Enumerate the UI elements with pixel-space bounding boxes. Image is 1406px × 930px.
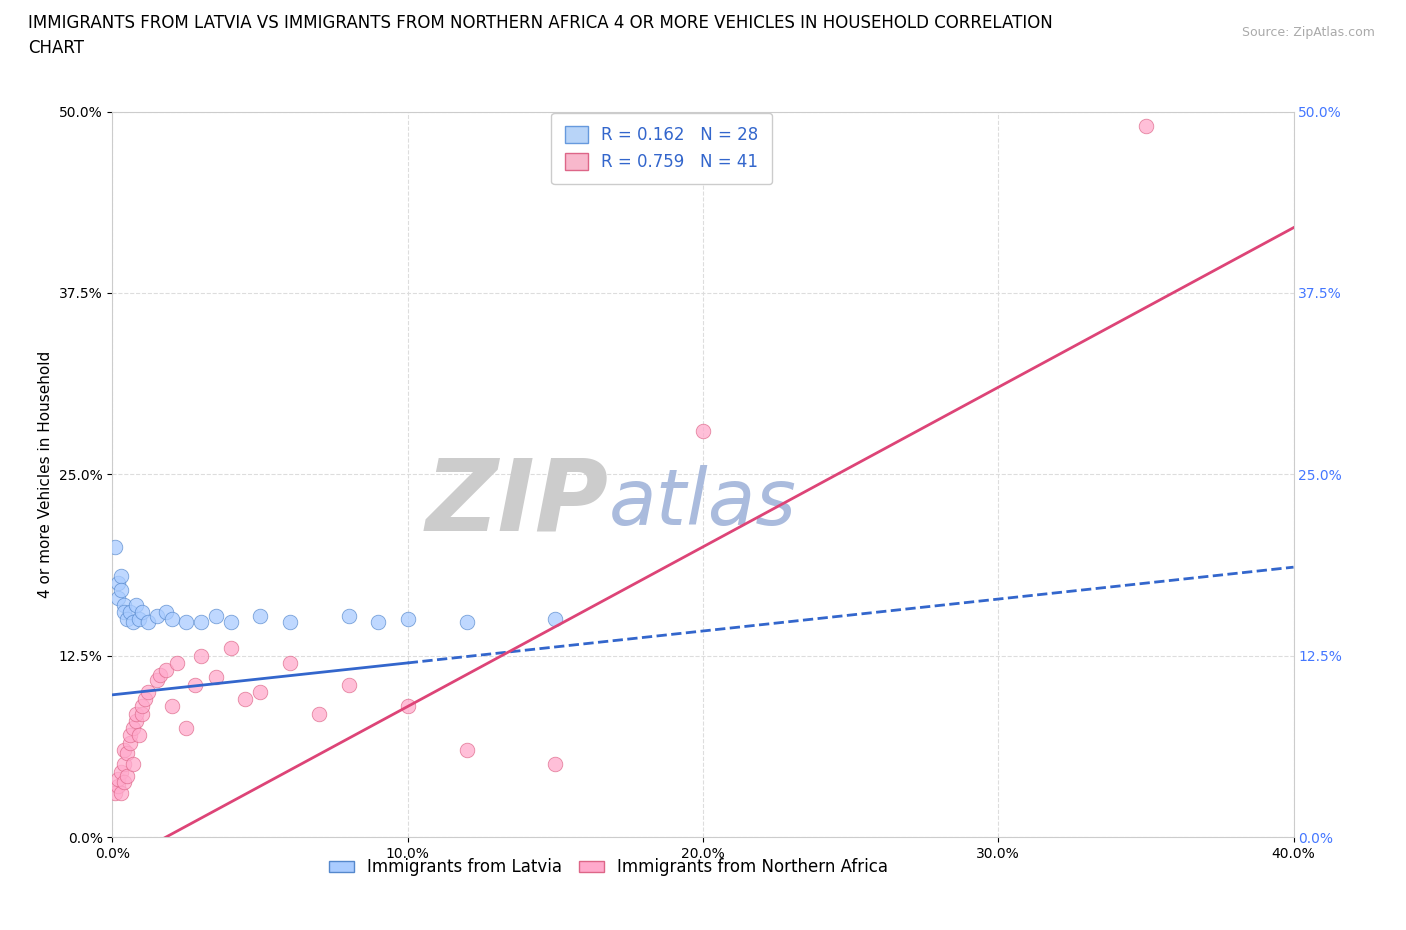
Point — [233, 692, 256, 707]
Point — [456, 615, 478, 630]
Point — [125, 706, 148, 721]
Point — [544, 612, 567, 627]
Point — [107, 576, 129, 591]
Point — [112, 597, 135, 612]
Point — [117, 746, 138, 761]
Point — [112, 757, 135, 772]
Point — [692, 423, 714, 438]
Point — [146, 609, 169, 624]
Point — [155, 663, 177, 678]
Point — [112, 604, 135, 619]
Point — [107, 591, 129, 605]
Text: ZIP: ZIP — [426, 455, 609, 551]
Point — [396, 612, 419, 627]
Point — [1135, 119, 1157, 134]
Point — [120, 604, 142, 619]
Point — [155, 604, 177, 619]
Point — [184, 677, 207, 692]
Point — [107, 778, 129, 793]
Point — [122, 721, 145, 736]
Point — [125, 597, 148, 612]
Point — [219, 641, 242, 656]
Point — [166, 656, 188, 671]
Point — [136, 615, 159, 630]
Point — [110, 764, 132, 779]
Point — [456, 742, 478, 757]
Text: Source: ZipAtlas.com: Source: ZipAtlas.com — [1241, 26, 1375, 39]
Point — [205, 670, 228, 684]
Text: atlas: atlas — [609, 465, 796, 541]
Point — [396, 699, 419, 714]
Point — [128, 728, 150, 743]
Point — [136, 684, 159, 699]
Point — [190, 615, 212, 630]
Point — [110, 568, 132, 583]
Point — [110, 583, 132, 598]
Point — [205, 609, 228, 624]
Point — [122, 615, 145, 630]
Point — [337, 609, 360, 624]
Legend: Immigrants from Latvia, Immigrants from Northern Africa: Immigrants from Latvia, Immigrants from … — [322, 852, 894, 883]
Point — [120, 728, 142, 743]
Point — [174, 721, 197, 736]
Point — [160, 612, 183, 627]
Point — [278, 615, 301, 630]
Point — [278, 656, 301, 671]
Point — [146, 673, 169, 688]
Point — [219, 615, 242, 630]
Point — [128, 612, 150, 627]
Point — [337, 677, 360, 692]
Point — [149, 667, 172, 682]
Point — [110, 786, 132, 801]
Point — [131, 706, 153, 721]
Text: IMMIGRANTS FROM LATVIA VS IMMIGRANTS FROM NORTHERN AFRICA 4 OR MORE VEHICLES IN : IMMIGRANTS FROM LATVIA VS IMMIGRANTS FRO… — [28, 14, 1053, 32]
Point — [112, 742, 135, 757]
Point — [174, 615, 197, 630]
Point — [134, 692, 156, 707]
Point — [544, 757, 567, 772]
Point — [308, 706, 330, 721]
Point — [122, 757, 145, 772]
Point — [190, 648, 212, 663]
Point — [117, 612, 138, 627]
Point — [125, 713, 148, 728]
Point — [160, 699, 183, 714]
Point — [107, 772, 129, 787]
Point — [249, 684, 271, 699]
Point — [117, 768, 138, 783]
Point — [112, 775, 135, 790]
Point — [131, 699, 153, 714]
Point — [367, 615, 389, 630]
Point — [104, 539, 127, 554]
Point — [120, 736, 142, 751]
Point — [104, 786, 127, 801]
Text: CHART: CHART — [28, 39, 84, 57]
Point — [131, 604, 153, 619]
Y-axis label: 4 or more Vehicles in Household: 4 or more Vehicles in Household — [38, 351, 53, 598]
Point — [249, 609, 271, 624]
